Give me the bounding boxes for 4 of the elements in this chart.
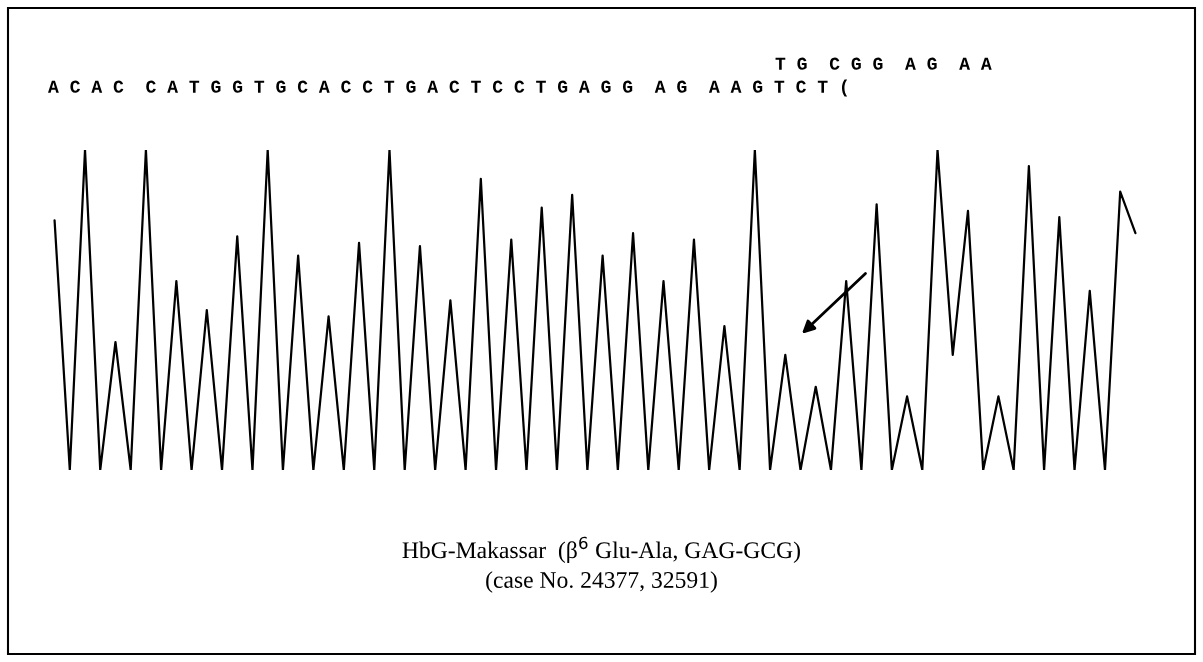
- text: HbG-Makassar (β$^{6}$ Glu-Ala, GAG-GCG): [402, 536, 800, 563]
- text: T G C G G A G A A: [775, 57, 992, 70]
- text: (case No. 24377, 32591): [486, 571, 717, 593]
- text: A C A C C A T G G T G C A C C T G A C T C C T G A G G A G A A G T C T (: [48, 79, 848, 97]
